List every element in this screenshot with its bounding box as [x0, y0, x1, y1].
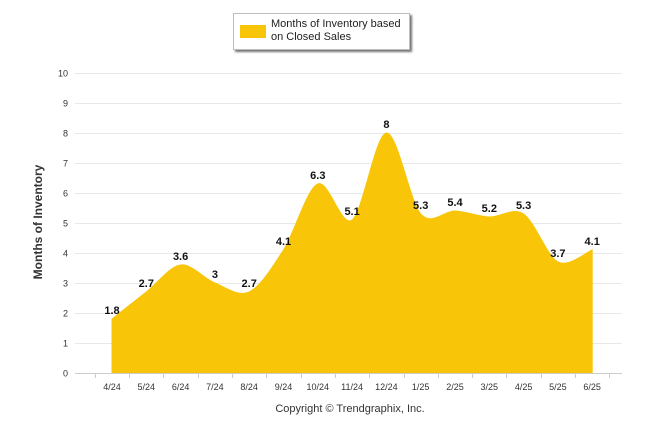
legend-label: Months of Inventory based on Closed Sale…	[271, 18, 401, 43]
data-label: 5.3	[413, 200, 428, 212]
y-tick-label: 9	[63, 99, 68, 109]
x-tick-label: 5/25	[549, 382, 567, 392]
data-labels: 1.8 2.7 3.6 3 2.7 4.1 6.3 5.1 8 5.3 5.4 5.2 5.3 3.7 4.…	[104, 119, 599, 317]
x-tick-label: 4/24	[103, 382, 121, 392]
y-tick-label: 0	[63, 369, 68, 379]
x-tick-labels: 4/24 5/24 6/24 7/24 8/24 9/24 10/24 11/24 12/24 1…	[103, 382, 601, 392]
data-label: 4.1	[585, 236, 600, 248]
y-tick-label: 6	[63, 189, 68, 199]
data-label: 5.1	[344, 206, 359, 218]
x-tick-label: 9/24	[275, 382, 293, 392]
data-label: 4.1	[276, 236, 291, 248]
x-tick-label: 2/25	[446, 382, 464, 392]
data-label: 3	[212, 269, 218, 281]
x-tick-label: 6/25	[583, 382, 601, 392]
y-tick-labels: 0 1 2 3 4 5 6 7 8 9 10	[58, 69, 68, 379]
x-tick-label: 8/24	[240, 382, 258, 392]
data-label: 5.4	[447, 197, 463, 209]
data-label: 3.7	[550, 248, 565, 260]
y-axis-title: Months of Inventory	[31, 164, 45, 279]
y-tick-label: 5	[63, 219, 68, 229]
x-tick-label: 12/24	[375, 382, 398, 392]
data-label: 5.2	[482, 203, 497, 215]
x-tick-label: 1/25	[412, 382, 430, 392]
y-tick-label: 10	[58, 69, 68, 79]
y-tick-label: 7	[63, 159, 68, 169]
y-tick-label: 8	[63, 129, 68, 139]
copyright-credit: Copyright © Trendgraphix, Inc.	[275, 403, 425, 415]
y-tick-label: 1	[63, 339, 68, 349]
data-label: 2.7	[139, 278, 154, 290]
y-tick-label: 4	[63, 249, 68, 259]
y-tick-label: 2	[63, 309, 68, 319]
x-tick-label: 10/24	[307, 382, 330, 392]
x-tick-label: 5/24	[138, 382, 156, 392]
legend-swatch	[240, 25, 266, 38]
data-label: 2.7	[242, 278, 257, 290]
x-tick-label: 11/24	[341, 382, 363, 392]
data-area	[111, 132, 593, 374]
y-tick-label: 3	[63, 279, 68, 289]
series-area	[111, 132, 593, 374]
x-tick-label: 6/24	[172, 382, 190, 392]
x-tick-label: 7/24	[206, 382, 224, 392]
x-tick-label: 4/25	[515, 382, 533, 392]
data-label: 5.3	[516, 200, 531, 212]
data-label: 3.6	[173, 251, 188, 263]
data-label: 6.3	[310, 170, 325, 182]
x-axis	[75, 373, 622, 378]
legend[interactable]: Months of Inventory based on Closed Sale…	[233, 13, 410, 50]
data-label: 1.8	[104, 305, 119, 317]
data-label: 8	[383, 119, 389, 131]
x-tick-label: 3/25	[481, 382, 499, 392]
